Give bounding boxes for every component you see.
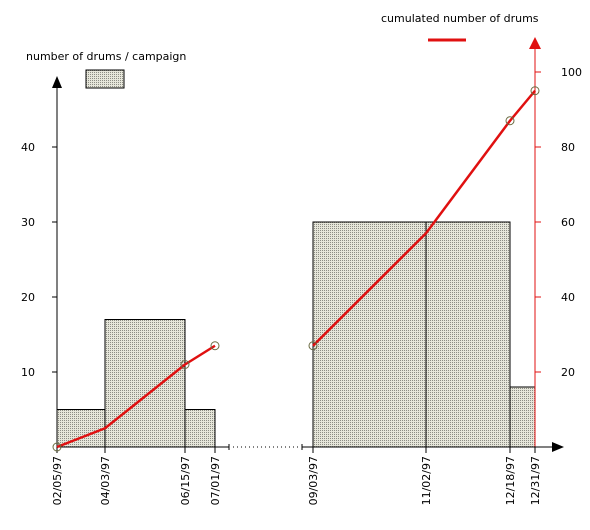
- right-axis-arrow: [529, 37, 541, 49]
- x-tick-label-4: 09/03/97: [307, 456, 320, 505]
- cumulative-line-segment-0: [56, 344, 216, 449]
- bar-3: [312, 221, 427, 448]
- x-axis-arrow: [552, 442, 564, 452]
- x-tick-label-1: 04/03/97: [99, 456, 112, 505]
- right-tick-label-40: 40: [561, 291, 575, 304]
- right-tick-label-60: 60: [561, 216, 575, 229]
- x-tick-label-0: 02/05/97: [51, 456, 64, 505]
- bar-2: [184, 409, 216, 448]
- left-axis-arrow: [52, 76, 62, 88]
- bar-1: [104, 319, 186, 448]
- legend-bars-label: number of drums / campaign: [26, 50, 186, 63]
- bar-4: [425, 221, 511, 448]
- cumulative-point-0-0: [52, 442, 62, 452]
- x-tick-label-3: 07/01/97: [209, 456, 222, 505]
- bar-5: [509, 386, 536, 448]
- cumulative-point-1-3: [530, 86, 540, 96]
- cumulative-point-1-2: [505, 116, 515, 126]
- legend-line-label: cumulated number of drums: [381, 12, 539, 25]
- cumulative-point-0-3: [210, 341, 220, 351]
- left-tick-label-40: 40: [21, 141, 35, 154]
- cumulative-line-segment-1: [312, 89, 536, 347]
- right-tick-label-100: 100: [561, 66, 582, 79]
- left-tick-label-10: 10: [21, 366, 35, 379]
- cumulative-point-1-0: [308, 341, 318, 351]
- line-layer: [52, 86, 540, 452]
- x-tick-label-2: 06/15/97: [179, 456, 192, 505]
- x-tick-label-7: 12/31/97: [529, 456, 542, 505]
- x-tick-label-6: 12/18/97: [504, 456, 517, 505]
- left-tick-label-20: 20: [21, 291, 35, 304]
- axes-layer: [52, 37, 564, 453]
- legend-bars-swatch: [85, 69, 125, 89]
- right-tick-label-80: 80: [561, 141, 575, 154]
- bar-0: [56, 409, 106, 448]
- right-tick-label-20: 20: [561, 366, 575, 379]
- left-tick-label-30: 30: [21, 216, 35, 229]
- cumulative-point-0-2: [180, 360, 190, 369]
- labels-layer: 10 20 30 40 20 40 60 80 100 02/05/97 04/03/97 06/15…: [21, 66, 582, 505]
- x-tick-label-5: 11/02/97: [420, 456, 433, 505]
- bars-layer: [56, 221, 536, 448]
